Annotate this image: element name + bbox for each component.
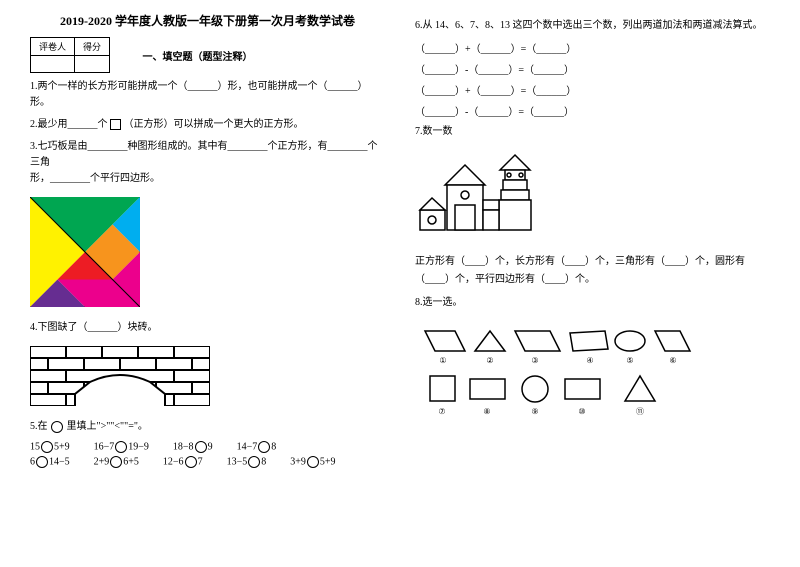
eq-add-1: （______）+（______）=（______）	[415, 40, 770, 55]
cmp-item: 12−67	[163, 456, 203, 468]
svg-text:①: ①	[439, 356, 446, 365]
circle-icon[interactable]	[115, 441, 127, 453]
svg-text:④: ④	[586, 356, 593, 365]
question-2: 2.最少用______个 （正方形）可以拼成一个更大的正方形。	[30, 117, 385, 133]
question-6: 6.从 14、6、7、8、13 这四个数中选出三个数，列出两道加法和两道减法算式…	[415, 18, 770, 34]
q3-line-b: 形，________个平行四边形。	[30, 171, 385, 187]
cmp-item: 18−89	[173, 441, 213, 453]
cmp-item: 14−78	[237, 441, 277, 453]
svg-text:⑨: ⑨	[531, 407, 538, 416]
shapes-figure: ① ② ③ ④ ⑤ ⑥ ⑦ ⑧ ⑨ ⑩ ⑪	[415, 321, 695, 431]
cmp-item: 614−5	[30, 456, 70, 468]
eq-sub-2: （______）-（______）=（______）	[415, 103, 770, 118]
circle-icon[interactable]	[258, 441, 270, 453]
cmp-item: 2+96+5	[94, 456, 139, 468]
svg-text:⑧: ⑧	[483, 407, 490, 416]
circle-icon[interactable]	[248, 456, 260, 468]
svg-text:②: ②	[486, 356, 493, 365]
grader-cell[interactable]	[31, 56, 75, 73]
points-cell[interactable]	[75, 56, 110, 73]
page: 2019-2020 学年度人教版一年级下册第一次月考数学试卷 评卷人 得分 一、…	[0, 0, 800, 483]
svg-text:③: ③	[531, 356, 538, 365]
section-heading: 一、填空题（题型注释）	[143, 48, 253, 63]
circle-icon[interactable]	[41, 441, 53, 453]
circle-icon[interactable]	[307, 456, 319, 468]
svg-text:⑤: ⑤	[626, 356, 633, 365]
circle-icon[interactable]	[195, 441, 207, 453]
q3-line-a: 3.七巧板是由________种图形组成的。其中有________个正方形，有_…	[30, 139, 385, 171]
score-table: 评卷人 得分	[30, 37, 110, 73]
q2-text-a: 2.最少用______个	[30, 119, 108, 130]
question-8: 8.选一选。	[415, 295, 770, 311]
square-icon	[110, 119, 121, 130]
exam-title: 2019-2020 学年度人教版一年级下册第一次月考数学试卷	[30, 12, 385, 29]
brick-wall-figure	[30, 346, 210, 406]
question-1: 1.两个一样的长方形可能拼成一个（______）形，也可能拼成一个（______…	[30, 79, 385, 111]
question-4: 4.下图缺了（______）块砖。	[30, 320, 385, 336]
q5-text-a: 5.在	[30, 421, 48, 432]
svg-text:⑦: ⑦	[438, 407, 445, 416]
circle-icon[interactable]	[36, 456, 48, 468]
header-row: 评卷人 得分 一、填空题（题型注释）	[30, 37, 385, 73]
eq-sub-1: （______）-（______）=（______）	[415, 61, 770, 76]
q5-text-b: 里填上">""<""="。	[67, 421, 148, 432]
right-column: 6.从 14、6、7、8、13 这四个数中选出三个数，列出两道加法和两道减法算式…	[415, 12, 770, 471]
compare-row-1: 155+9 16−719−9 18−89 14−78	[30, 441, 385, 453]
eq-add-2: （______）+（______）=（______）	[415, 82, 770, 97]
castle-figure	[415, 150, 555, 240]
compare-row-2: 614−5 2+96+5 12−67 13−58 3+95+9	[30, 456, 385, 468]
q2-text-b: （正方形）可以拼成一个更大的正方形。	[124, 119, 304, 130]
svg-text:⑥: ⑥	[669, 356, 676, 365]
left-column: 2019-2020 学年度人教版一年级下册第一次月考数学试卷 评卷人 得分 一、…	[30, 12, 385, 471]
circle-icon[interactable]	[185, 456, 197, 468]
svg-text:⑩: ⑩	[578, 407, 585, 416]
points-label: 得分	[75, 38, 110, 56]
grader-label: 评卷人	[31, 38, 75, 56]
cmp-item: 13−58	[227, 456, 267, 468]
question-3: 3.七巧板是由________种图形组成的。其中有________个正方形，有_…	[30, 139, 385, 187]
tangram-figure	[30, 197, 140, 307]
cmp-item: 3+95+9	[290, 456, 335, 468]
circle-icon[interactable]	[110, 456, 122, 468]
cmp-item: 16−719−9	[94, 441, 149, 453]
svg-text:⑪: ⑪	[636, 407, 644, 416]
q7-text: 正方形有（____）个，长方形有（____）个，三角形有（____）个，圆形有（…	[415, 253, 770, 289]
question-7: 7.数一数	[415, 124, 770, 140]
cmp-item: 155+9	[30, 441, 70, 453]
circle-icon	[51, 421, 63, 433]
question-5: 5.在 里填上">""<""="。	[30, 419, 385, 435]
